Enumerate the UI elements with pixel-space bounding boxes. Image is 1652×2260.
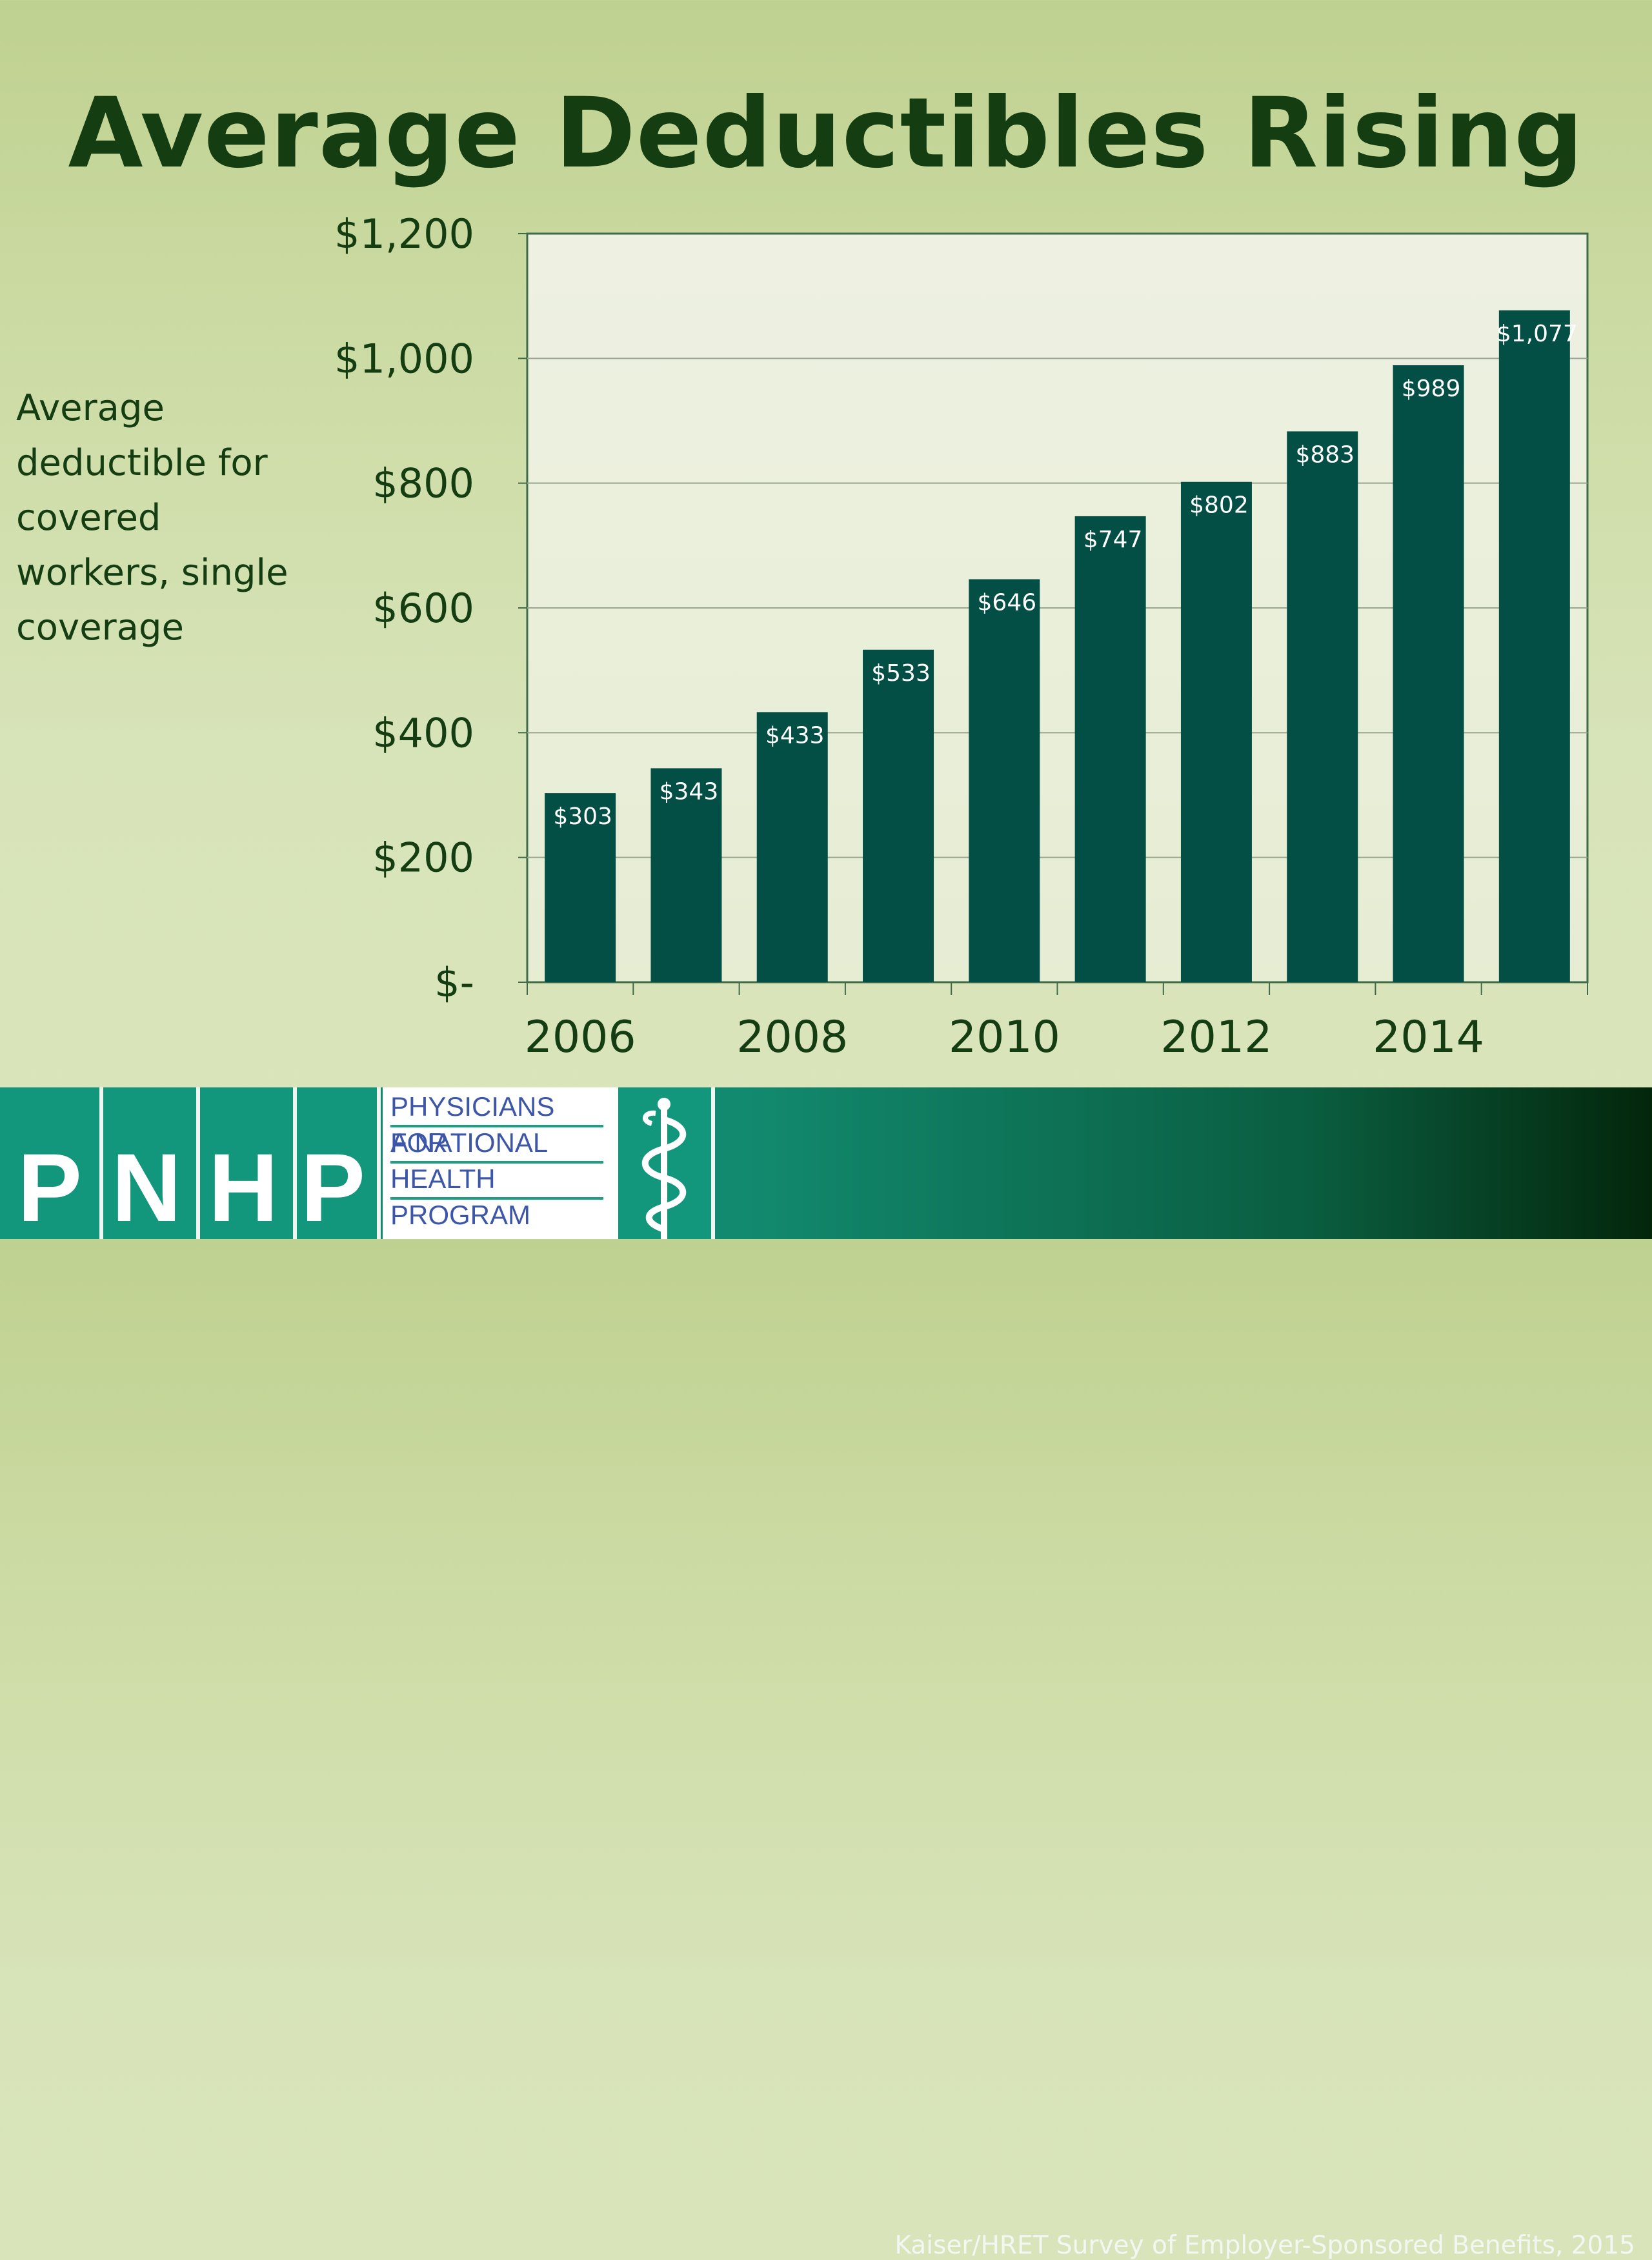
y-axis-label-line: Average (16, 387, 165, 429)
bar (1074, 516, 1146, 982)
bar-chart: $- $200 $400 $600 $800 $1,000 $1,200 $303 $343 $4… (334, 210, 1589, 1063)
bar (1393, 365, 1464, 982)
y-tick-label: $800 (372, 460, 474, 507)
y-tick-label: $200 (372, 834, 474, 882)
y-tick-label: $- (434, 959, 474, 1006)
data-label: $883 (1295, 441, 1355, 468)
footer-band: P N H P PHYSICIANS FOR A NATIONAL HEALTH… (0, 1087, 1652, 2260)
data-label: $1,077 (1496, 321, 1578, 347)
y-tick-label: $400 (372, 709, 474, 756)
bar (969, 579, 1040, 982)
y-axis-label-line: coverage (16, 607, 184, 649)
data-label: $433 (765, 722, 825, 749)
y-axis-label-line: workers, single (16, 552, 288, 594)
data-label: $989 (1402, 376, 1461, 402)
y-tick-label: $1,000 (334, 335, 474, 382)
logo-letter: N (97, 1087, 200, 1239)
logo-wordmark-line: A NATIONAL (390, 1125, 603, 1164)
slide-title: Average Deductibles Rising (68, 77, 1584, 190)
bar (1180, 481, 1252, 982)
bar (650, 768, 722, 982)
logo-wordmark: PHYSICIANS FOR A NATIONAL HEALTH PROGRAM (383, 1087, 618, 1239)
pnhp-logo: P N H P (0, 1087, 381, 1239)
caduceus-icon (618, 1087, 715, 1239)
source-citation: Kaiser/HRET Survey of Employer-Sponsored… (894, 2231, 1636, 2260)
data-label: $533 (871, 660, 931, 687)
y-tick-label: $600 (372, 585, 474, 632)
bar (1498, 310, 1570, 982)
logo-letter: H (194, 1087, 297, 1239)
y-tick-label: $1,200 (334, 210, 474, 257)
data-label: $303 (553, 803, 612, 830)
x-tick-label: 2014 (1373, 1012, 1484, 1063)
y-axis-label-line: covered (16, 497, 161, 539)
logo-wordmark-line: HEALTH (390, 1161, 603, 1200)
x-tick-label: 2012 (1160, 1012, 1272, 1063)
x-tick-label: 2006 (525, 1012, 636, 1063)
data-label: $802 (1189, 492, 1249, 519)
data-label: $343 (660, 778, 719, 805)
logo-letter: P (289, 1087, 381, 1239)
logo-letter: P (0, 1087, 103, 1239)
bar (545, 793, 616, 982)
y-axis-label: Average deductible for covered workers, … (16, 381, 319, 655)
bar (863, 649, 934, 982)
y-axis-label-line: deductible for (16, 442, 268, 484)
data-label: $646 (978, 590, 1037, 616)
bar (1287, 431, 1358, 982)
x-tick-label: 2008 (736, 1012, 848, 1063)
logo-wordmark-line: PROGRAM (390, 1200, 531, 1230)
data-label: $747 (1083, 527, 1143, 553)
bar (756, 712, 828, 982)
logo-wordmark-line: PHYSICIANS FOR (390, 1089, 603, 1158)
x-tick-label: 2010 (949, 1012, 1060, 1063)
